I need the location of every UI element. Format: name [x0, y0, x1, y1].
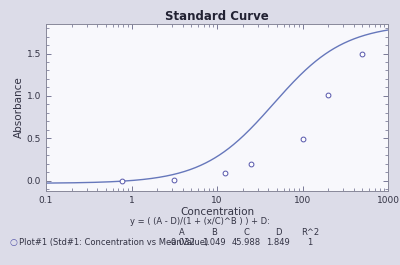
Point [359, 52, 366, 56]
Text: y = ( (A - D)/(1 + (x/C)^B ) ) + D:: y = ( (A - D)/(1 + (x/C)^B ) ) + D: [130, 217, 270, 226]
Text: 45.988: 45.988 [232, 238, 260, 247]
Point [299, 137, 306, 141]
X-axis label: Concentration: Concentration [180, 207, 254, 218]
Text: B: B [211, 228, 217, 237]
Text: Plot#1 (Std#1: Concentration vs MeanValue): Plot#1 (Std#1: Concentration vs MeanValu… [19, 238, 208, 247]
Text: 1: 1 [307, 238, 313, 247]
Text: A: A [179, 228, 185, 237]
Text: D: D [275, 228, 281, 237]
Y-axis label: Absorbance: Absorbance [14, 76, 24, 138]
Point [248, 162, 254, 166]
Point [119, 179, 126, 183]
Point [325, 93, 332, 97]
Point [171, 178, 177, 182]
Text: 1.849: 1.849 [266, 238, 290, 247]
Point [222, 171, 228, 175]
Text: C: C [243, 228, 249, 237]
Text: -0.032: -0.032 [169, 238, 195, 247]
Text: R^2: R^2 [301, 228, 319, 237]
Text: ○: ○ [10, 238, 18, 247]
Text: 1.049: 1.049 [202, 238, 226, 247]
Title: Standard Curve: Standard Curve [165, 10, 269, 23]
